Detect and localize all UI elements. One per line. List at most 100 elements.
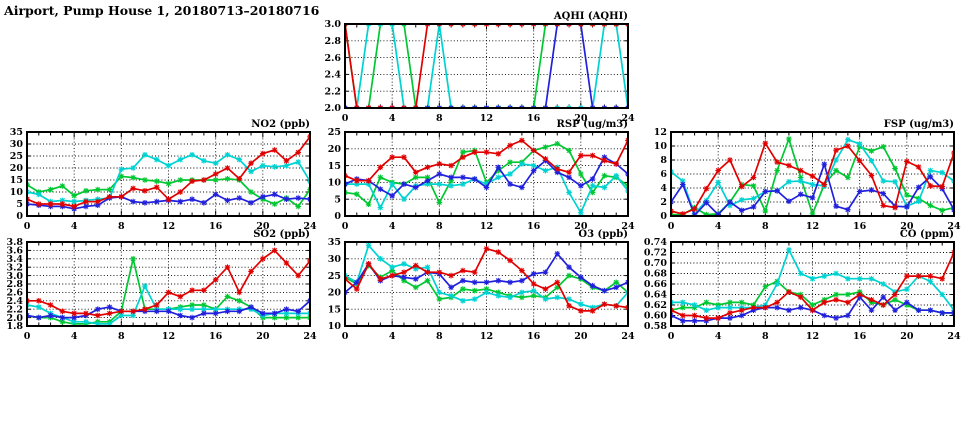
fsp-chart-title: FSP (ug/m3) xyxy=(883,119,954,130)
y-tick-label: 10 xyxy=(328,178,342,189)
x-tick-label: 16 xyxy=(527,221,541,232)
x-tick-label: 12 xyxy=(162,331,175,342)
y-tick-label: 2.6 xyxy=(6,288,23,299)
no2-chart-title: NO2 (ppb) xyxy=(251,119,310,130)
y-tick-label: 0.60 xyxy=(644,311,668,322)
page-title: Airport, Pump House 1, 20180713–20180716 xyxy=(4,3,320,18)
co-chart: CO (ppm) 0 4 8 12 16 20 24 0.58 0.60 0.62 0.64 0.66… xyxy=(644,229,961,342)
series-group xyxy=(27,134,310,212)
x-tick-label: 4 xyxy=(389,331,396,342)
y-tick-label: 0.68 xyxy=(644,269,668,280)
x-tick-label: 20 xyxy=(574,113,588,124)
series-markers-red xyxy=(345,137,628,184)
y-tick-label: 10 xyxy=(10,187,24,198)
so2-chart: SO2 (ppb) 0 4 8 12 16 20 24 1.8 2.0 2.2 2.4 2.6 2.8 3… xyxy=(6,229,317,342)
y-tick-label: 15 xyxy=(10,175,23,186)
y-tick-label: 2.6 xyxy=(324,53,341,64)
plot-border xyxy=(344,241,629,327)
x-tick-label: 0 xyxy=(342,221,349,232)
y-tick-label: 0.64 xyxy=(644,290,668,301)
y-tick-label: 12 xyxy=(654,127,667,138)
y-tick-label: 10 xyxy=(328,321,342,332)
o3-chart-title: O3 (ppb) xyxy=(578,229,628,240)
y-tick-label: 0 xyxy=(16,211,23,222)
x-tick-label: 20 xyxy=(256,221,270,232)
x-tick-label: 8 xyxy=(436,331,443,342)
series-group xyxy=(345,137,628,216)
y-tick-label: 2.8 xyxy=(324,36,341,47)
y-tick-label: 8 xyxy=(660,155,667,166)
x-tick-label: 0 xyxy=(24,221,31,232)
x-tick-label: 20 xyxy=(900,331,914,342)
y-tick-label: 3.0 xyxy=(6,271,23,282)
y-tick-label: 20 xyxy=(328,144,342,155)
series-group xyxy=(671,247,954,324)
y-tick-label: 15 xyxy=(328,304,341,315)
y-tick-label: 35 xyxy=(10,127,23,138)
y-tick-label: 2.2 xyxy=(324,86,341,97)
y-tick-label: 25 xyxy=(328,271,341,282)
y-tick-label: 0 xyxy=(660,211,667,222)
plot-border xyxy=(670,241,955,327)
rsp-chart-title: RSP (ug/m3) xyxy=(556,119,628,130)
y-tick-label: 2.4 xyxy=(6,296,23,307)
x-tick-label: 4 xyxy=(389,221,396,232)
x-tick-label: 24 xyxy=(303,221,317,232)
x-tick-label: 20 xyxy=(900,221,914,232)
x-tick-label: 20 xyxy=(574,331,588,342)
x-tick-label: 4 xyxy=(715,331,722,342)
series-group xyxy=(27,247,310,326)
rsp-chart: RSP (ug/m3) 0 4 8 12 16 20 24 0 5 10 15 20 25 xyxy=(328,119,635,232)
y-tick-label: 3.8 xyxy=(6,237,23,248)
series-markers-red xyxy=(27,134,310,210)
series-markers-red xyxy=(345,245,628,314)
fsp-chart: FSP (ug/m3) 0 4 8 12 16 20 24 0 2 4 6 8 10 12 xyxy=(654,119,961,232)
aqhi-plot: 0 4 8 12 16 20 24 2.0 2.2 2.4 2.6 2.8 3.0 xyxy=(324,19,635,124)
series-group xyxy=(671,136,954,216)
series-line-red xyxy=(345,139,628,182)
x-tick-label: 0 xyxy=(668,221,675,232)
x-tick-label: 16 xyxy=(209,331,223,342)
x-tick-label: 24 xyxy=(621,331,635,342)
x-tick-label: 4 xyxy=(71,221,78,232)
plot-border xyxy=(670,131,955,217)
y-tick-label: 6 xyxy=(660,169,667,180)
x-tick-label: 12 xyxy=(806,331,819,342)
y-tick-label: 20 xyxy=(10,163,24,174)
x-tick-label: 8 xyxy=(762,331,769,342)
co-chart-title: CO (ppm) xyxy=(899,229,954,240)
y-tick-label: 2.8 xyxy=(6,279,23,290)
y-tick-label: 2.0 xyxy=(324,103,341,114)
x-tick-label: 16 xyxy=(209,221,223,232)
so2-chart-title: SO2 (ppb) xyxy=(253,229,310,240)
x-tick-label: 8 xyxy=(436,221,443,232)
x-tick-label: 8 xyxy=(118,331,125,342)
y-tick-label: 0.58 xyxy=(644,321,668,332)
x-tick-label: 24 xyxy=(621,113,635,124)
x-tick-label: 4 xyxy=(715,221,722,232)
y-tick-label: 1.8 xyxy=(6,321,23,332)
no2-chart: NO2 (ppb) 0 4 8 12 16 20 24 0 5 10 15 20 25 30 35 xyxy=(10,119,317,232)
plot-border xyxy=(26,241,311,327)
series-line-red xyxy=(27,249,310,317)
x-tick-label: 8 xyxy=(762,221,769,232)
x-tick-label: 16 xyxy=(853,331,867,342)
y-tick-label: 3.2 xyxy=(6,262,23,273)
aqhi-chart-title: AQHI (AQHI) xyxy=(553,11,628,22)
series-markers-red xyxy=(671,140,954,216)
x-tick-label: 12 xyxy=(480,221,493,232)
y-tick-label: 0 xyxy=(334,211,341,222)
y-tick-label: 25 xyxy=(328,127,341,138)
plot-border xyxy=(344,23,629,109)
x-tick-label: 12 xyxy=(806,221,819,232)
x-tick-label: 4 xyxy=(71,331,78,342)
x-tick-label: 24 xyxy=(303,331,317,342)
y-tick-label: 0.72 xyxy=(644,248,667,259)
x-tick-label: 0 xyxy=(668,331,675,342)
x-tick-label: 8 xyxy=(118,221,125,232)
x-tick-label: 16 xyxy=(853,221,867,232)
y-tick-label: 2 xyxy=(660,197,667,208)
y-tick-label: 0.66 xyxy=(644,279,668,290)
